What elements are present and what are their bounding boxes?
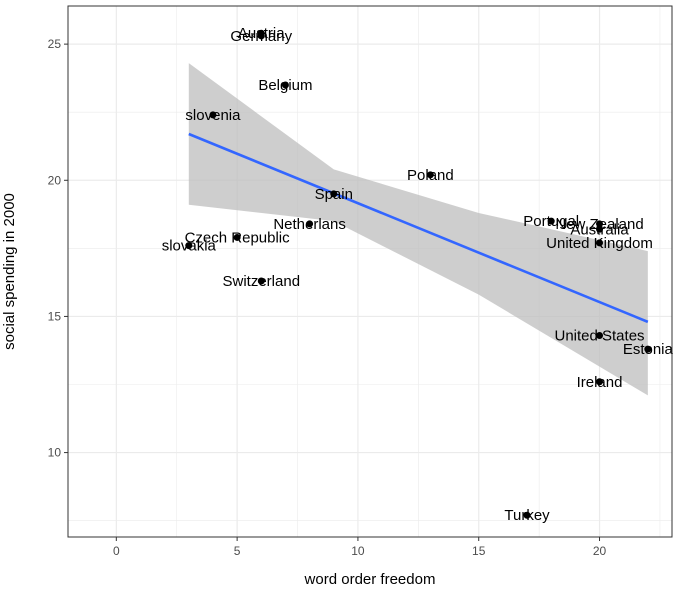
point-label: Poland	[407, 167, 454, 184]
data-point	[547, 217, 555, 225]
data-point	[306, 220, 314, 228]
data-point	[523, 511, 531, 519]
point-label: United Kingdom	[546, 235, 653, 252]
data-point	[281, 81, 289, 89]
point-label: Austria	[238, 25, 285, 42]
y-tick-label: 10	[48, 446, 62, 460]
y-tick-label: 15	[48, 309, 62, 323]
x-tick-label: 20	[593, 544, 607, 558]
y-tick-label: 25	[48, 37, 62, 51]
x-tick-label: 10	[351, 544, 365, 558]
point-label: Germany	[230, 28, 292, 45]
point-label: Estonia	[623, 341, 674, 358]
data-point	[596, 331, 604, 339]
data-point	[185, 242, 193, 250]
y-tick-label: 20	[48, 173, 62, 187]
x-tick-label: 15	[472, 544, 486, 558]
data-point	[596, 220, 604, 228]
data-point	[233, 233, 241, 241]
point-label: slovakia	[162, 238, 217, 255]
point-label: Spain	[315, 186, 353, 203]
point-label: Czech Republic	[185, 229, 291, 246]
data-point	[209, 111, 217, 119]
data-point	[426, 171, 434, 179]
data-point	[596, 378, 604, 386]
point-label: Australia	[570, 221, 629, 238]
x-tick-label: 0	[113, 544, 120, 558]
data-point	[257, 32, 265, 40]
grid-minor	[68, 6, 672, 537]
point-label: Belgium	[258, 77, 312, 94]
trend-line	[188, 132, 649, 324]
trend-line-layer	[188, 132, 649, 324]
point-label: New Zealand	[555, 216, 643, 233]
point-label: Turkey	[504, 507, 550, 524]
y-axis-title: social spending in 2000	[1, 193, 18, 350]
data-point	[330, 190, 338, 198]
data-point	[596, 239, 604, 247]
points-layer	[185, 29, 652, 519]
x-tick-label: 5	[234, 544, 241, 558]
point-label: slovenia	[185, 107, 241, 124]
point-label: Switzerland	[223, 273, 301, 290]
y-axis-ticks: 10 15 20 25	[48, 37, 68, 460]
data-point	[257, 277, 265, 285]
point-label: United States	[554, 327, 644, 344]
x-axis-ticks: 0 5 10 15 20	[113, 537, 607, 558]
point-label: Ireland	[577, 374, 623, 391]
point-label: Portugal	[523, 213, 579, 230]
data-point	[596, 225, 604, 233]
data-point	[644, 345, 652, 353]
x-axis-title: word order freedom	[304, 571, 436, 588]
point-label: Netherlans	[273, 216, 346, 233]
plot-border	[67, 5, 673, 538]
